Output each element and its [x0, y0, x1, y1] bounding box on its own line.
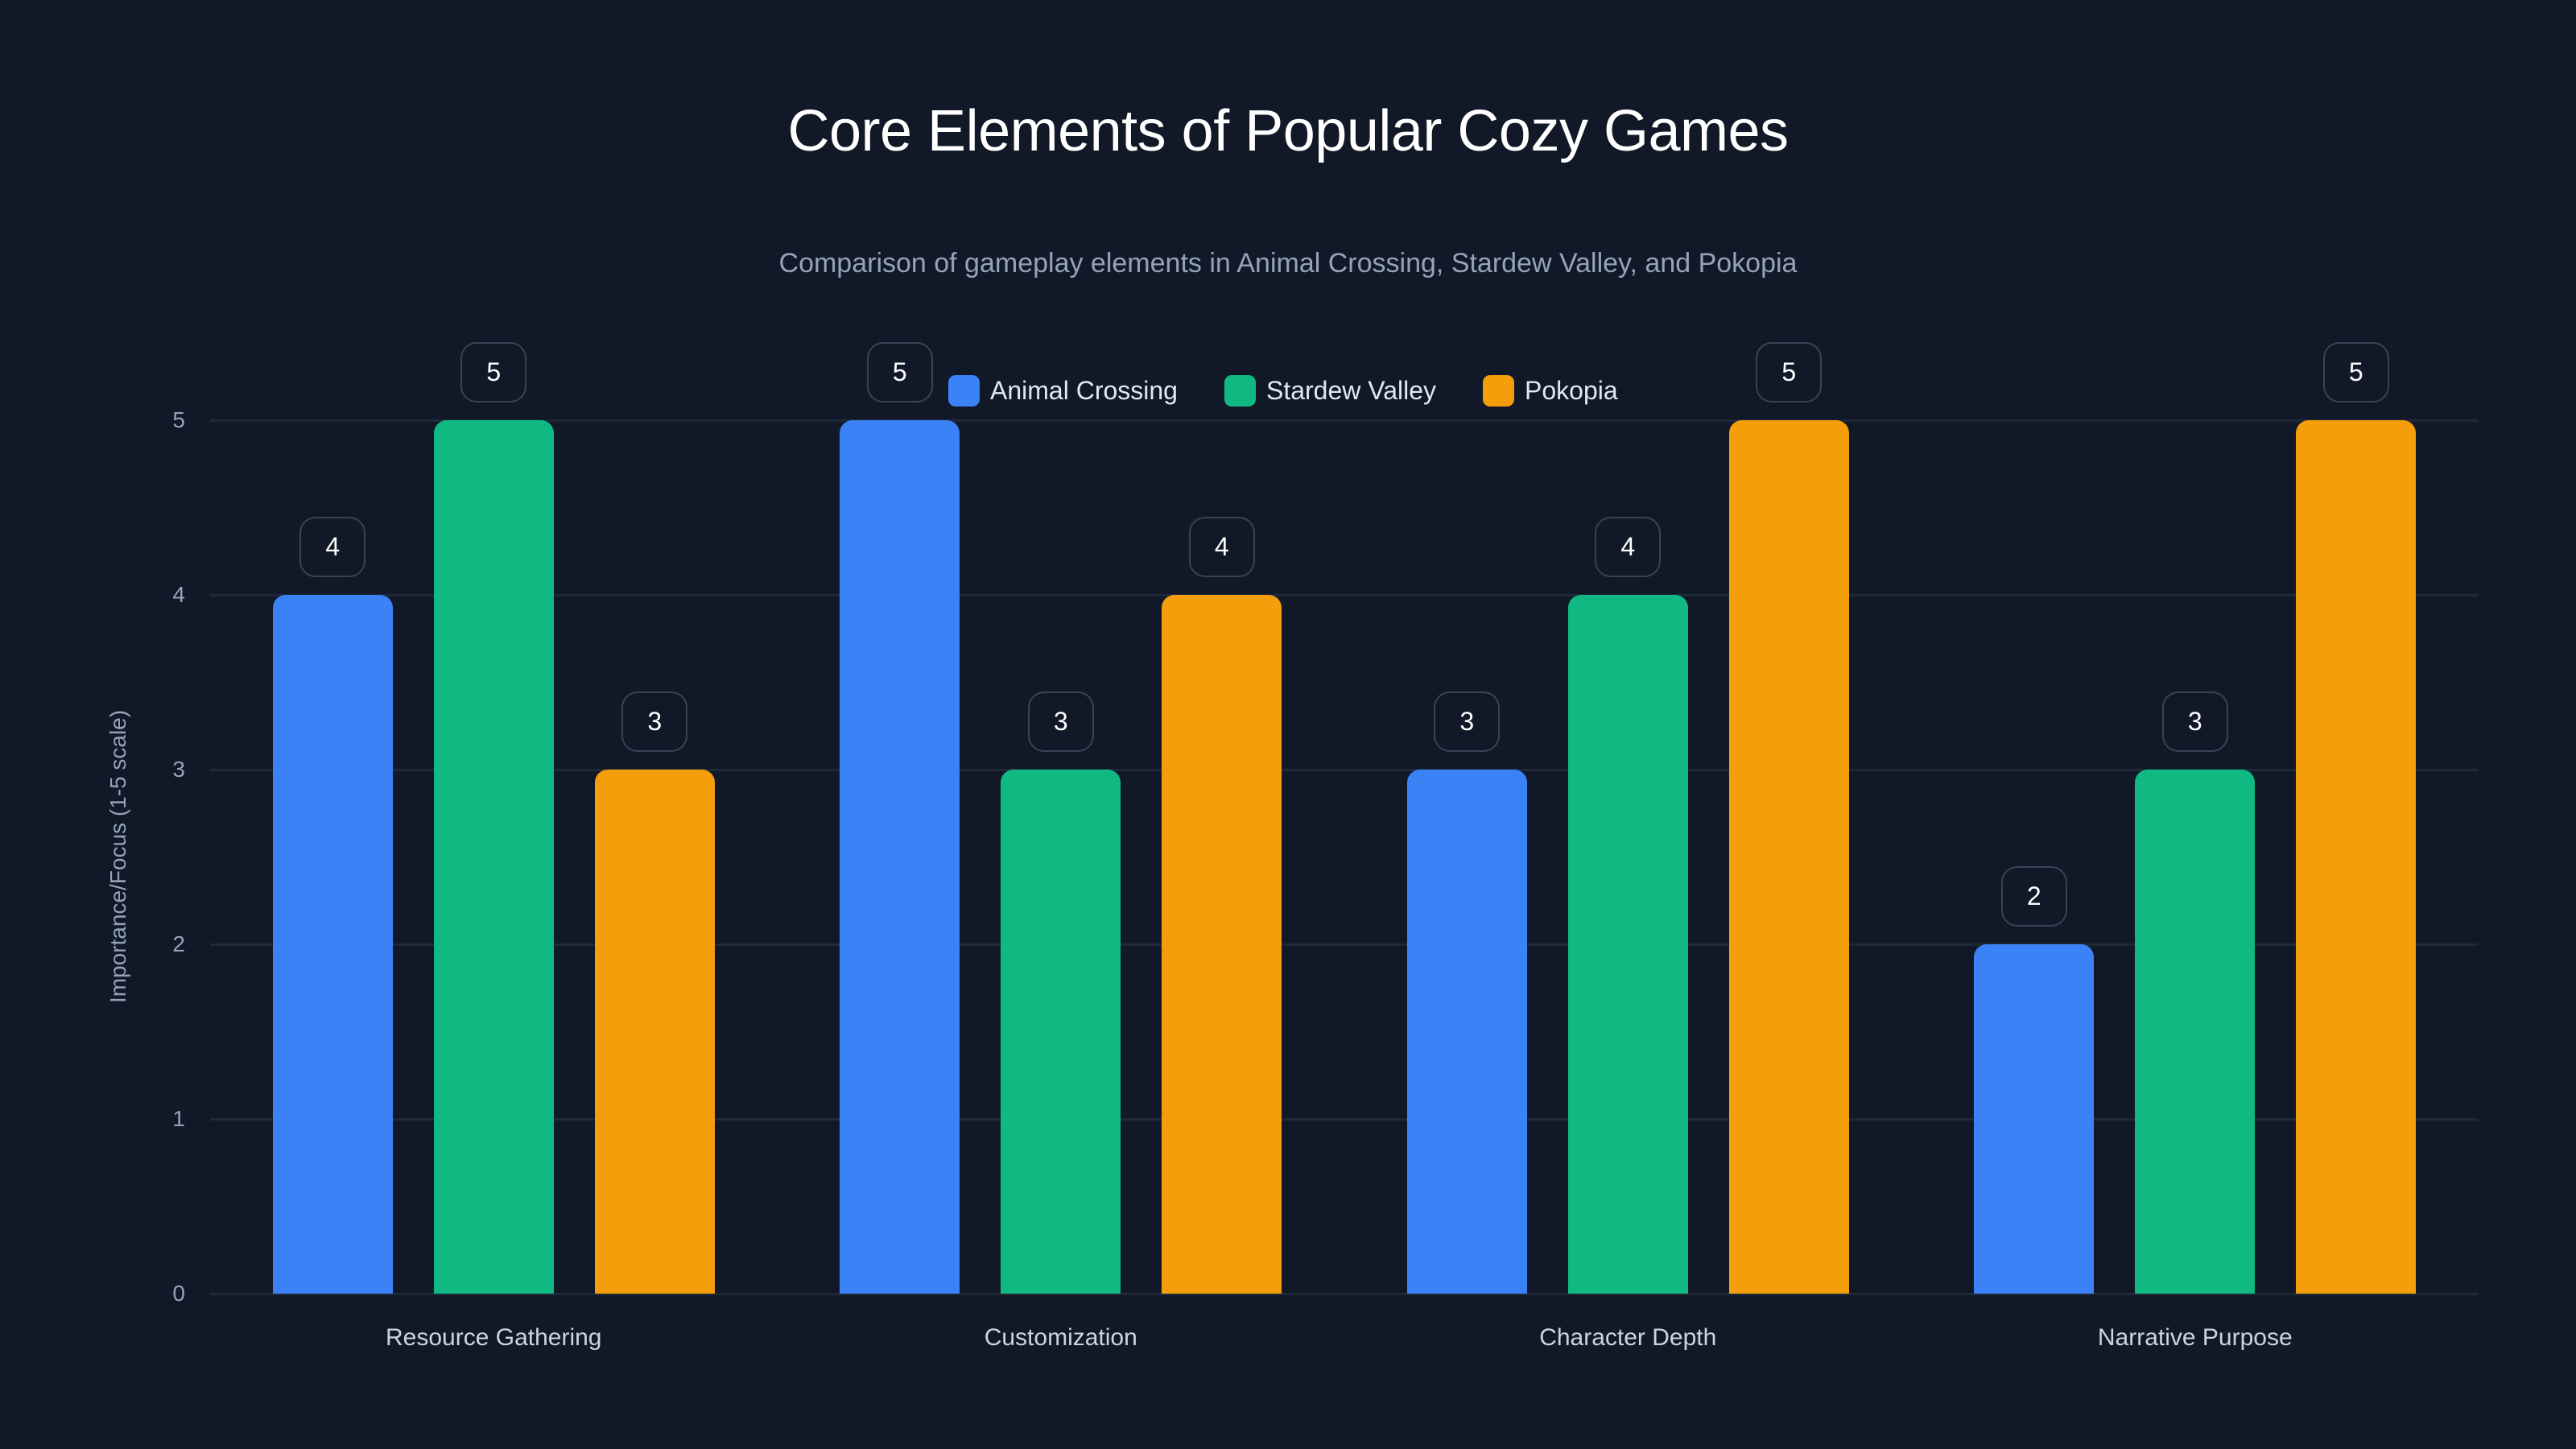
value-label: 3	[1027, 691, 1094, 752]
gridline	[210, 594, 2479, 597]
bar-animal-crossing[interactable]	[272, 595, 393, 1294]
legend: Animal Crossing Stardew Valley Pokopia	[948, 372, 1618, 409]
legend-swatch-icon	[1483, 374, 1515, 407]
gridline	[210, 769, 2479, 771]
gridline	[210, 1118, 2479, 1121]
value-label: 5	[460, 342, 527, 402]
y-tick-label: 1	[172, 1106, 185, 1131]
legend-label: Pokopia	[1525, 376, 1618, 405]
legend-item-pokopia[interactable]: Pokopia	[1483, 374, 1618, 407]
x-tick-label: Resource Gathering	[386, 1324, 602, 1351]
legend-label: Animal Crossing	[990, 376, 1178, 405]
y-tick-label: 2	[172, 931, 185, 956]
value-label: 3	[2161, 691, 2228, 752]
bar-animal-crossing[interactable]	[840, 420, 960, 1294]
plot-area: 4 5 3 5 3 4 3 4 5 2 3 5	[210, 342, 2479, 1295]
value-label: 5	[866, 342, 933, 402]
y-tick-label: 5	[172, 407, 185, 432]
bar-stardew-valley[interactable]	[433, 420, 554, 1294]
y-tick-label: 4	[172, 582, 185, 607]
legend-item-stardew-valley[interactable]: Stardew Valley	[1224, 374, 1436, 407]
value-label: 2	[2000, 866, 2067, 927]
value-label: 4	[299, 517, 366, 577]
value-label: 5	[1756, 342, 1823, 402]
legend-swatch-icon	[948, 374, 980, 407]
bar-pokopia[interactable]	[2296, 420, 2417, 1294]
y-tick-label: 0	[172, 1281, 185, 1306]
x-tick-label: Narrative Purpose	[2097, 1324, 2293, 1351]
gridline	[210, 943, 2479, 946]
bar-animal-crossing[interactable]	[1974, 944, 2095, 1294]
chart-title: Core Elements of Popular Cozy Games	[787, 99, 1789, 163]
bar-pokopia[interactable]	[1728, 420, 1849, 1294]
bar-pokopia[interactable]	[1162, 595, 1282, 1294]
y-tick-label: 3	[172, 757, 185, 782]
legend-swatch-icon	[1224, 374, 1256, 407]
legend-item-animal-crossing[interactable]: Animal Crossing	[948, 374, 1178, 407]
value-label: 3	[1434, 691, 1501, 752]
gridline	[210, 1293, 2479, 1295]
gridline	[210, 419, 2479, 422]
bar-stardew-valley[interactable]	[1567, 595, 1688, 1294]
x-tick-label: Character Depth	[1539, 1324, 1717, 1351]
legend-label: Stardew Valley	[1265, 376, 1437, 405]
bar-stardew-valley[interactable]	[2135, 770, 2256, 1294]
value-label: 3	[621, 691, 688, 752]
x-tick-label: Customization	[984, 1324, 1137, 1351]
value-label: 4	[1595, 517, 1662, 577]
value-label: 5	[2322, 342, 2389, 402]
y-axis-title: Importance/Focus (1-5 scale)	[105, 709, 130, 1004]
chart-subtitle: Comparison of gameplay elements in Anima…	[778, 248, 1798, 279]
bar-animal-crossing[interactable]	[1406, 770, 1527, 1294]
bar-pokopia[interactable]	[594, 770, 715, 1294]
bar-stardew-valley[interactable]	[1001, 770, 1121, 1294]
value-label: 4	[1188, 517, 1255, 577]
